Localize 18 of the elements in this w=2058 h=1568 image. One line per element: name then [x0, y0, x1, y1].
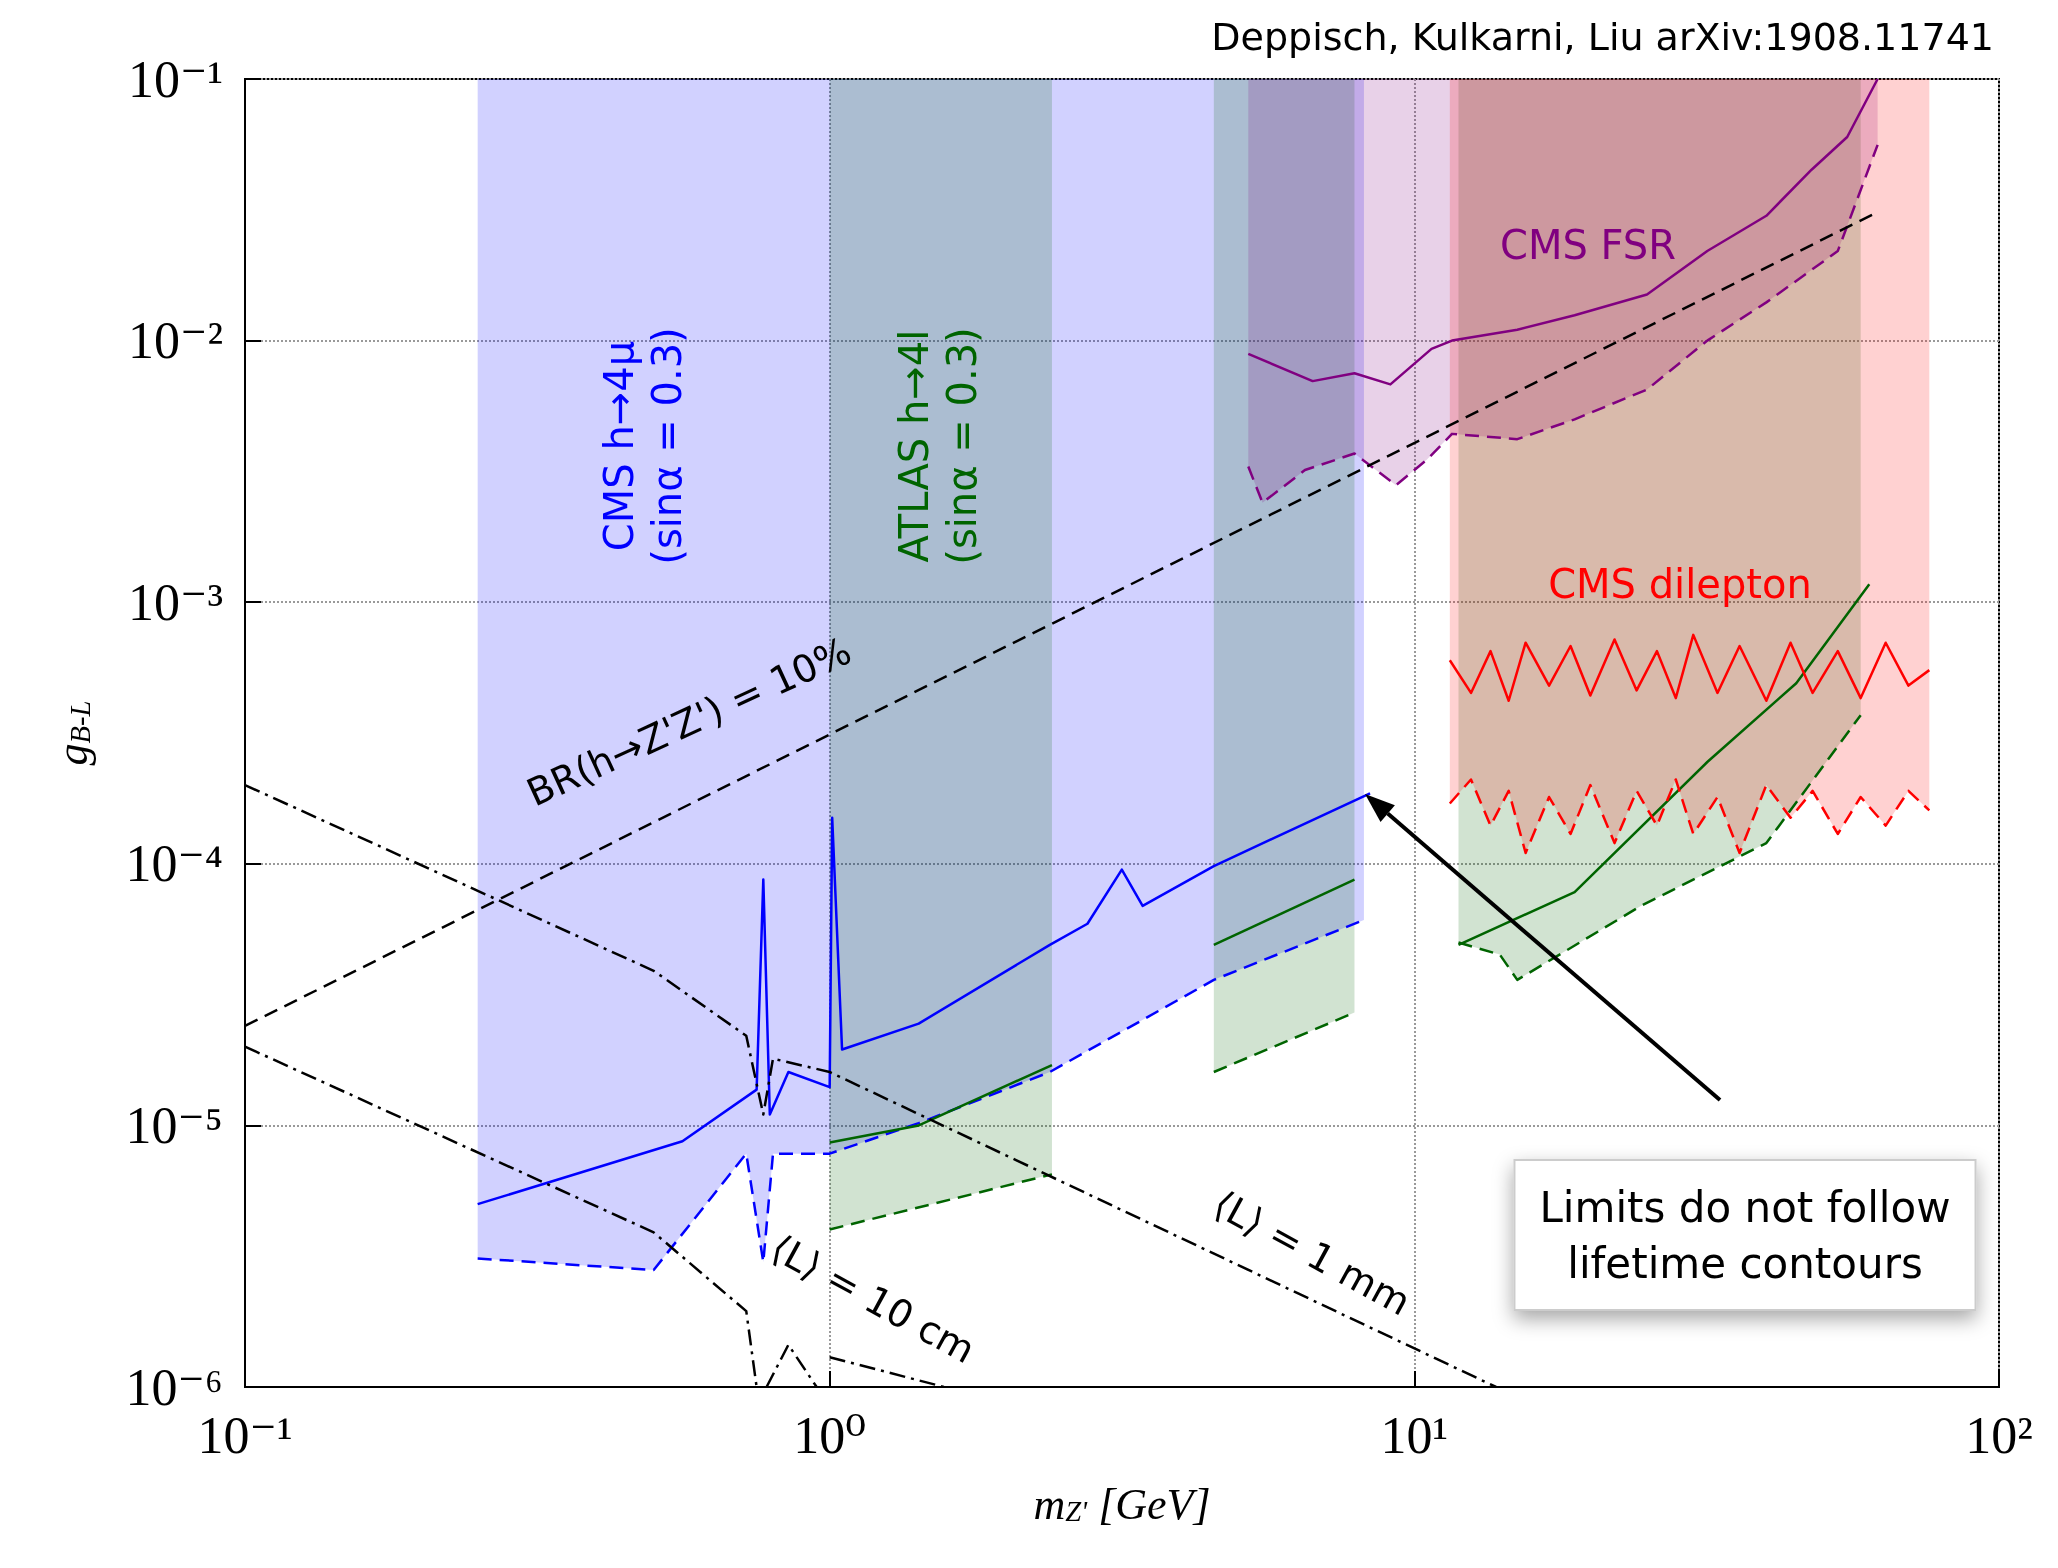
x-tick-label: 10² — [1965, 1406, 2033, 1464]
x-tick-label: 10¹ — [1380, 1406, 1449, 1464]
y-axis-title: gB-L — [48, 700, 98, 766]
chart-title: Deppisch, Kulkarni, Liu arXiv:1908.11741 — [1211, 15, 1995, 59]
annotation: ATLAS h→4l (sinα = 0.3) — [891, 327, 985, 565]
annotation: CMS FSR — [1499, 222, 1677, 268]
x-axis-title: mZ' [GeV] — [1033, 1479, 1211, 1529]
y-tick-label: 10⁻³ — [127, 573, 223, 631]
annotation: ⟨L⟩ = 1 mm — [1206, 1181, 1418, 1325]
x-tick-label: 10⁰ — [793, 1406, 867, 1464]
annotation: CMS h→4μ (sinα = 0.3) — [596, 327, 690, 565]
y-tick-label: 10⁻¹ — [127, 50, 223, 108]
annotation: Limits do not follow lifetime contours — [1539, 1182, 1951, 1288]
y-tick-label: 10⁻⁵ — [125, 1096, 223, 1154]
annotation: ⟨L⟩ = 10 cm — [763, 1225, 983, 1373]
y-tick-label: 10⁻⁴ — [125, 835, 223, 893]
annotation: CMS dilepton — [1548, 561, 1812, 607]
y-tick-label: 10⁻² — [127, 312, 223, 370]
